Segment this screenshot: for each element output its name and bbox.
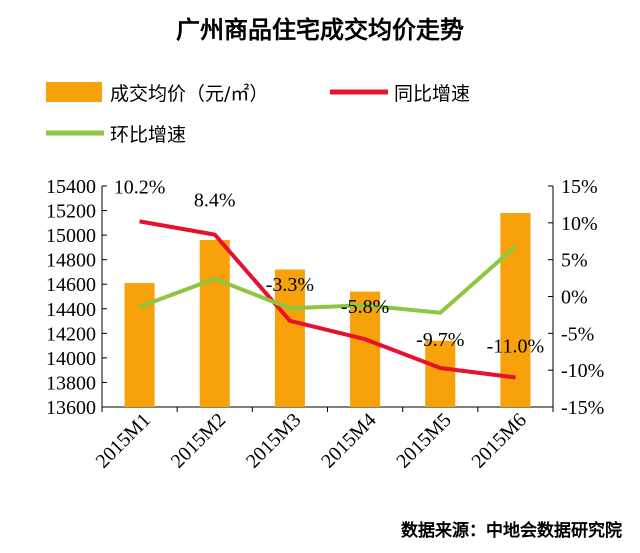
yoy-data-label: 8.4% (194, 190, 236, 212)
left-tick-label: 15000 (46, 225, 96, 247)
left-tick-label: 14200 (46, 323, 96, 345)
left-tick-label: 14800 (46, 250, 96, 272)
lines (138, 219, 517, 380)
right-tick-label: -10% (561, 360, 604, 382)
chart-title: 广州商品住宅成交均价走势 (176, 16, 464, 44)
mom-point-2015M1 (139, 306, 141, 308)
yoy-point-2015M3 (289, 320, 291, 322)
right-tick-label: -5% (561, 323, 594, 345)
left-tick-label: 13600 (46, 397, 96, 419)
yoy-data-label: 10.2% (114, 176, 166, 198)
bar-2015M2 (199, 240, 230, 407)
left-tick-label: 15200 (46, 201, 96, 223)
right-tick-label: 0% (561, 287, 588, 309)
legend-swatch-price (46, 82, 102, 102)
mom-point-2015M6 (514, 245, 516, 247)
x-tick-label: 2015M4 (317, 409, 380, 472)
right-tick-label: 5% (561, 250, 588, 272)
bars (124, 213, 531, 407)
yoy-point-2015M6 (514, 377, 516, 379)
x-tick-label: 2015M1 (92, 409, 155, 472)
mom-point-2015M3 (289, 307, 291, 309)
x-tick-label: 2015M5 (392, 409, 455, 472)
x-tick-label: 2015M6 (467, 409, 530, 472)
right-tick-label: -15% (561, 397, 604, 419)
line-mom (138, 244, 517, 315)
right-tick-label: 15% (561, 176, 598, 198)
yoy-point-2015M4 (364, 338, 366, 340)
legend-label-yoy: 同比增速 (394, 83, 470, 105)
bar-2015M3 (274, 269, 305, 407)
yoy-data-label: -5.8% (341, 296, 389, 318)
bar-2015M4 (350, 291, 381, 407)
mom-point-2015M5 (439, 312, 441, 314)
legend: 成交均价（元/㎡） 同比增速 环比增速 (46, 82, 470, 146)
legend-label-mom: 环比增速 (110, 124, 186, 146)
left-tick-label: 13800 (46, 372, 96, 394)
yoy-data-label: -3.3% (266, 274, 314, 296)
yoy-point-2015M5 (439, 367, 441, 369)
x-tick-label: 2015M2 (167, 409, 230, 472)
left-tick-label: 14600 (46, 274, 96, 296)
legend-label-price: 成交均价（元/㎡） (110, 82, 268, 105)
yoy-point-2015M1 (139, 220, 141, 222)
x-axis-ticks: 2015M1 2015M2 2015M3 2015M4 2015M5 2015M6 (92, 407, 554, 472)
left-tick-label: 15400 (46, 176, 96, 198)
yoy-data-label: -9.7% (416, 329, 464, 351)
right-axis-ticks: -15% -10% -5% 0% 5% 10% 15% (548, 176, 604, 419)
line-yoy (139, 219, 516, 380)
bar-2015M5 (425, 340, 456, 407)
mom-point-2015M2 (214, 278, 216, 280)
x-tick-label: 2015M3 (242, 409, 305, 472)
data-labels: 10.2% 8.4% -3.3% -5.8% -9.7% -11.0% (114, 176, 544, 357)
yoy-point-2015M2 (214, 234, 216, 236)
yoy-data-label: -11.0% (487, 336, 545, 358)
left-tick-label: 14400 (46, 299, 96, 321)
left-tick-label: 14000 (46, 348, 96, 370)
source-note: 数据来源：中地会数据研究院 (401, 520, 622, 541)
mom-point-2015M4 (364, 304, 366, 306)
right-tick-label: 10% (561, 213, 598, 235)
